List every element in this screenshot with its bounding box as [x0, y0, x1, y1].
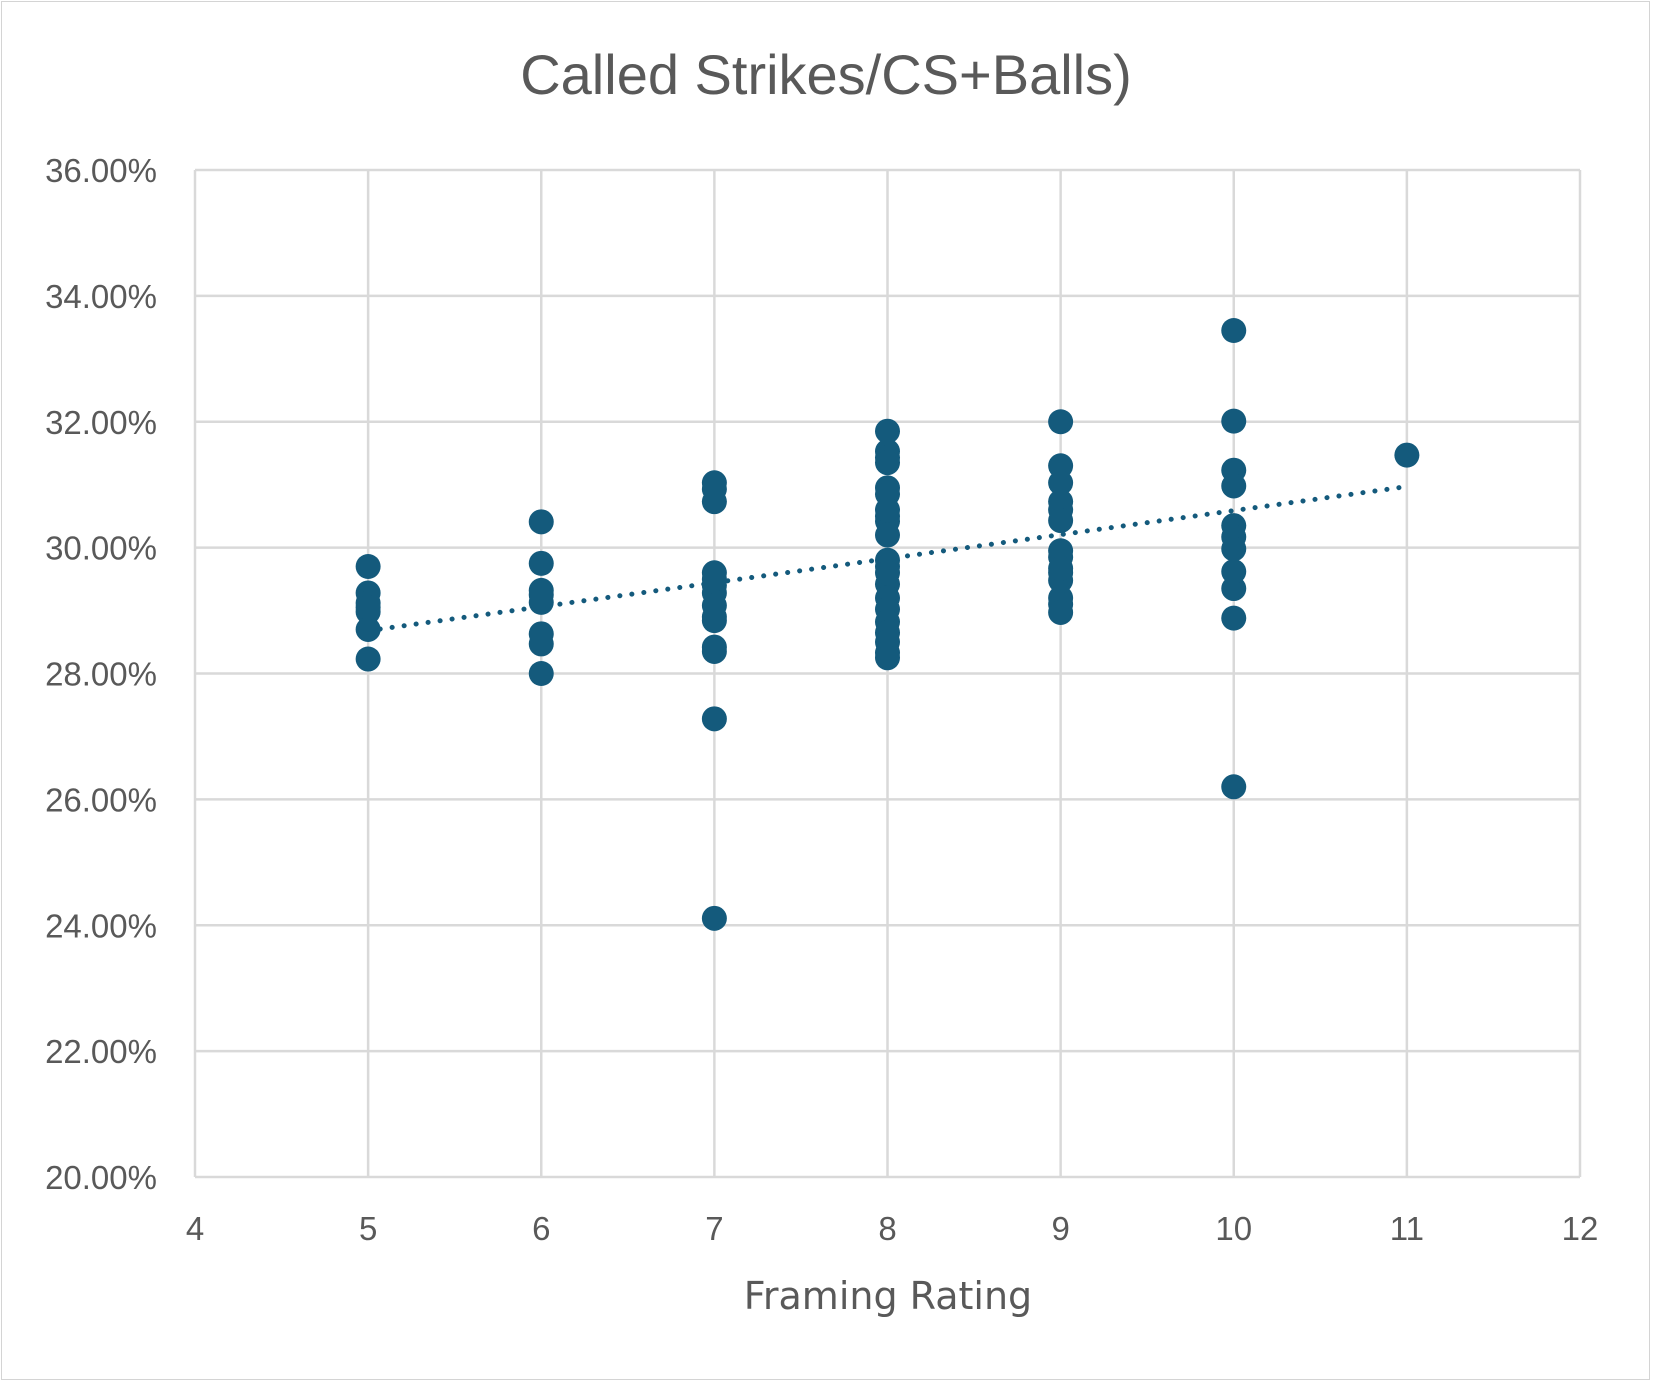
data-point — [875, 450, 900, 476]
data-point — [355, 554, 381, 580]
x-tick-label: 7 — [705, 1210, 723, 1247]
x-tick-label: 12 — [1562, 1210, 1599, 1247]
data-point — [875, 560, 900, 586]
data-point — [528, 582, 554, 608]
data-point — [701, 489, 727, 515]
data-point — [701, 905, 727, 931]
data-point — [875, 645, 900, 671]
x-tick-label: 10 — [1215, 1210, 1252, 1247]
y-axis-ticks: 20.00% 22.00% 24.00% 26.00% 28.00% 30.00% 32.0… — [45, 152, 157, 1196]
data-point — [1221, 317, 1247, 343]
data-point — [1394, 442, 1420, 468]
data-point — [355, 594, 381, 620]
data-point — [528, 661, 554, 686]
chart-title: Called Strikes/CS+Balls) — [520, 43, 1132, 106]
data-point — [528, 550, 554, 576]
data-point — [528, 631, 554, 657]
data-point — [355, 646, 381, 672]
x-tick-label: 4 — [186, 1210, 204, 1247]
data-point — [1048, 599, 1074, 625]
x-tick-label: 11 — [1390, 1210, 1424, 1247]
data-point — [355, 616, 381, 642]
data-point — [875, 418, 900, 444]
data-point — [1221, 605, 1247, 631]
data-point — [1221, 536, 1247, 562]
y-tick-label: 36.00% — [45, 152, 157, 189]
y-tick-label: 30.00% — [45, 530, 157, 567]
data-point — [701, 566, 727, 592]
data-point — [875, 522, 900, 548]
data-point — [701, 608, 727, 634]
x-axis-ticks: 4 5 6 7 8 9 10 11 12 — [186, 1210, 1599, 1247]
data-point — [1221, 774, 1247, 800]
data-point — [1221, 559, 1247, 585]
y-tick-label: 34.00% — [45, 278, 157, 315]
data-point — [1048, 508, 1074, 534]
x-tick-label: 5 — [359, 1210, 377, 1247]
data-points — [355, 317, 1420, 931]
y-tick-label: 32.00% — [45, 404, 157, 441]
y-tick-label: 26.00% — [45, 781, 157, 818]
data-point — [1048, 555, 1074, 581]
y-tick-label: 20.00% — [45, 1159, 157, 1196]
data-point — [1221, 408, 1247, 434]
data-point — [875, 497, 900, 523]
data-point — [1048, 470, 1074, 496]
x-tick-label: 8 — [878, 1210, 896, 1247]
x-tick-label: 9 — [1051, 1210, 1069, 1247]
data-point — [1221, 473, 1247, 499]
y-tick-label: 28.00% — [45, 656, 157, 693]
data-point — [528, 509, 554, 535]
data-point — [701, 706, 727, 732]
gridlines — [193, 168, 1582, 1179]
data-point — [701, 638, 727, 664]
y-tick-label: 22.00% — [45, 1033, 157, 1070]
x-axis-label: Framing Rating — [744, 1274, 1032, 1318]
x-tick-label: 6 — [532, 1210, 550, 1247]
data-point — [1048, 409, 1074, 435]
y-tick-label: 24.00% — [45, 907, 157, 944]
